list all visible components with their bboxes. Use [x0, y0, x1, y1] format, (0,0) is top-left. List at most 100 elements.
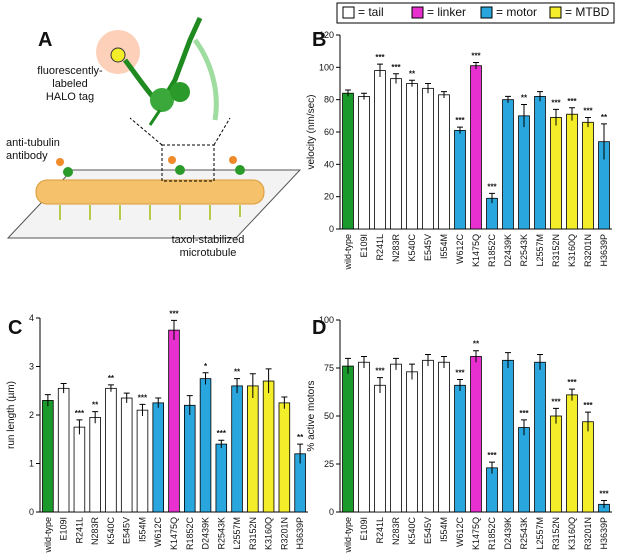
- significance: **: [297, 433, 304, 442]
- error-bar: [425, 83, 431, 94]
- bar: [342, 92, 354, 230]
- error-bar: [345, 357, 351, 374]
- bar: [57, 387, 70, 513]
- x-tick-label: L2557M: [232, 517, 242, 550]
- legend-label: = linker: [427, 5, 466, 19]
- significance: ***: [519, 409, 529, 418]
- bar: [518, 427, 530, 513]
- bar: [518, 115, 530, 230]
- bar: [582, 421, 594, 513]
- x-tick-label: K3160Q: [567, 234, 577, 267]
- bar: [42, 400, 54, 513]
- error-bar: [521, 104, 527, 128]
- significance: ***: [551, 397, 561, 406]
- microtubule: [35, 179, 265, 205]
- significance: **: [409, 69, 416, 78]
- bar: [374, 384, 386, 513]
- x-tick-label: K3160Q: [567, 517, 577, 550]
- x-tick-label: L2557M: [535, 517, 545, 550]
- significance: ***: [169, 309, 179, 318]
- bar: [406, 371, 418, 513]
- error-bar: [569, 107, 575, 121]
- halo-tag: [110, 47, 126, 63]
- x-tick-label: R241L: [375, 517, 385, 544]
- bar: [168, 329, 180, 513]
- bar: [502, 99, 514, 230]
- x-tick-label: R241L: [375, 234, 385, 261]
- error-bar: [234, 378, 241, 394]
- x-tick-label: H3639P: [295, 517, 305, 550]
- dynein-partner: [192, 38, 219, 121]
- error-bar: [139, 403, 146, 416]
- x-tick-label: K3160Q: [264, 517, 274, 550]
- error-bar: [409, 363, 415, 380]
- x-tick-label: R2543K: [519, 234, 529, 267]
- y-tick-label: 100: [319, 62, 334, 72]
- significance: ***: [599, 489, 609, 498]
- significance: ***: [567, 378, 577, 387]
- x-tick-label: R3152N: [551, 517, 561, 550]
- error-bar: [537, 91, 543, 102]
- error-bar: [345, 89, 351, 97]
- error-bar: [393, 73, 399, 84]
- error-bar: [377, 63, 383, 78]
- y-tick-label: 1: [29, 459, 34, 469]
- y-tick-label: 40: [324, 159, 334, 169]
- y-tick-label: 100: [319, 315, 334, 325]
- bar: [342, 365, 354, 513]
- significance: ***: [375, 53, 385, 62]
- bar: [184, 404, 196, 513]
- error-bar: [569, 388, 575, 401]
- bar: [73, 426, 86, 513]
- x-tick-label: E545V: [122, 517, 132, 544]
- significance: ***: [75, 409, 85, 418]
- y-tick-label: 4: [29, 313, 34, 323]
- error-bar: [281, 396, 288, 409]
- x-tick-label: W612C: [455, 517, 465, 548]
- significance: ***: [217, 429, 227, 438]
- error-bar: [377, 377, 383, 393]
- diagram-label: fluorescently-: [37, 65, 103, 77]
- y-tick-label: 20: [324, 192, 334, 202]
- error-bar: [409, 79, 415, 87]
- x-tick-label: E109I: [59, 517, 69, 541]
- bar: [247, 385, 259, 513]
- halo-dots: [56, 156, 237, 166]
- dynein-head: [150, 88, 174, 112]
- zoom-box: [161, 144, 215, 182]
- antibodies: [59, 205, 241, 220]
- diagram-label: labeled: [52, 78, 87, 90]
- diagram-label: antibody: [6, 150, 48, 162]
- y-tick-label: 25: [324, 459, 334, 469]
- x-tick-label: N283R: [391, 517, 401, 546]
- significance: ***: [391, 63, 401, 72]
- x-tick-label: W612C: [153, 517, 163, 548]
- x-tick-label: K1475Q: [471, 234, 481, 267]
- legend-swatch: [549, 6, 562, 19]
- bar: [550, 415, 562, 513]
- bar: [390, 78, 402, 230]
- y-axis-title: run length (µm): [6, 381, 17, 449]
- diagram-label: HALO tag: [46, 91, 94, 103]
- bar: [358, 96, 370, 230]
- legend-swatch: [480, 6, 493, 19]
- x-tick-label: E545V: [423, 517, 433, 544]
- x-tick-label: E545V: [423, 234, 433, 261]
- diagram-label: microtubule: [180, 247, 237, 259]
- bar: [422, 87, 434, 230]
- significance: *: [204, 362, 208, 371]
- x-tick-label: E109I: [359, 517, 369, 541]
- significance: ***: [487, 451, 497, 460]
- error-bar: [457, 126, 463, 134]
- diagram-label: anti-tubulin: [6, 137, 60, 149]
- y-axis-title: % active motors: [306, 380, 317, 451]
- bar: [486, 467, 498, 513]
- significance: **: [234, 368, 241, 377]
- x-tick-label: R1852C: [487, 517, 497, 551]
- significance: **: [521, 94, 528, 103]
- bar: [502, 359, 514, 513]
- error-bar: [265, 368, 272, 394]
- bar: [136, 409, 149, 513]
- x-tick-label: I554M: [439, 234, 449, 259]
- panel-label: C: [8, 317, 22, 339]
